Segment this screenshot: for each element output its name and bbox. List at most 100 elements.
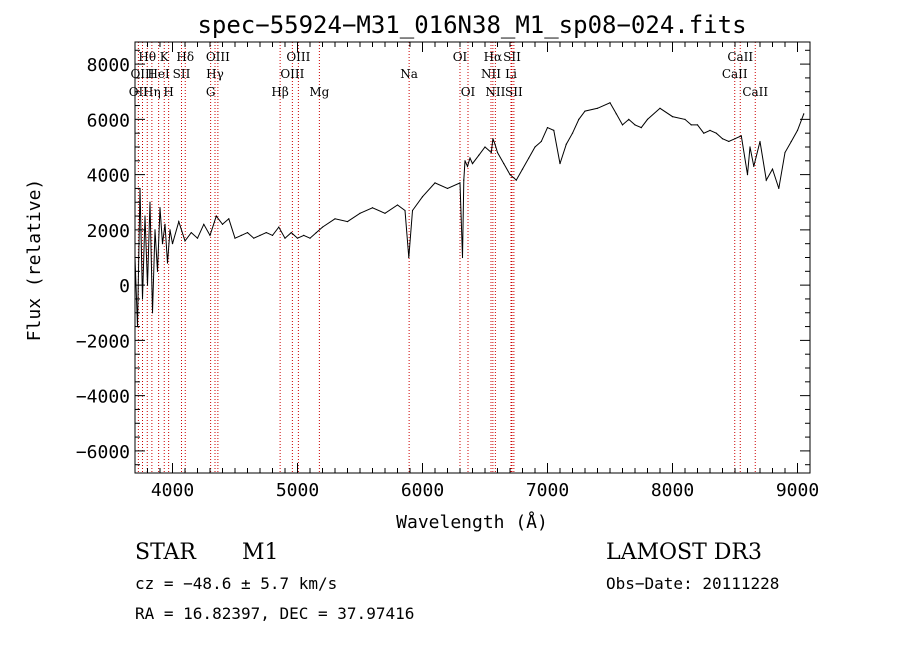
y-tick-label-7: 8000 — [87, 55, 130, 76]
spectrum-point-14 — [169, 229, 171, 231]
spectrum-plot-area — [134, 102, 805, 328]
spectrum-point-12 — [164, 223, 166, 225]
spectrum-point-82 — [621, 124, 624, 126]
spectrum-point-99 — [746, 174, 749, 176]
spectrum-point-79 — [596, 107, 599, 109]
spectrum-point-62 — [492, 138, 494, 140]
spectrum-point-103 — [765, 179, 767, 181]
spectrum-point-89 — [684, 118, 686, 120]
spectrum-point-87 — [659, 107, 661, 109]
spectrum-point-84 — [634, 124, 636, 126]
y-tick-label-0: −6000 — [76, 442, 130, 463]
x-tick-label-3: 7000 — [526, 480, 569, 501]
spectrum-point-76 — [571, 132, 574, 134]
spectrum-line — [134, 102, 805, 327]
x-tick-label-2: 6000 — [401, 480, 444, 501]
spectrum-point-34 — [290, 232, 292, 234]
coordinates-text: RA = 16.82397, DEC = 37.97416 — [135, 604, 414, 623]
spectrum-point-77 — [578, 118, 580, 120]
star-class: STAR — [135, 540, 197, 565]
line-label-16: Na — [400, 67, 418, 81]
line-label-12: OIII — [286, 50, 310, 64]
spectrum-point-39 — [321, 226, 324, 228]
spectrum-point-70 — [534, 146, 536, 148]
spectrum-point-61 — [490, 151, 492, 154]
spectrum-point-97 — [734, 138, 736, 140]
spectrum-point-72 — [546, 127, 549, 129]
spectrum-point-37 — [309, 237, 311, 239]
emission-line-markers — [137, 42, 756, 473]
spectrum-point-78 — [584, 110, 586, 112]
spectrum-point-8 — [154, 229, 156, 231]
spectrum-point-92 — [703, 132, 705, 134]
spectrum-point-54 — [463, 179, 465, 181]
spectrum-point-81 — [615, 113, 617, 115]
redshift-text: cz = −48.6 ± 5.7 km/s — [135, 574, 337, 593]
plot-frame — [134, 41, 811, 474]
spectrum-point-55 — [464, 160, 466, 162]
spectrum-point-80 — [609, 102, 611, 104]
spectrum-point-109 — [803, 113, 805, 115]
spectrum-point-90 — [690, 124, 692, 126]
spectrum-point-100 — [749, 146, 751, 148]
x-tick-label-4: 8000 — [651, 480, 694, 501]
x-tick-label-0: 4000 — [151, 480, 194, 501]
spectrum-point-9 — [156, 270, 159, 272]
x-axis-label: Wavelength (Å) — [396, 511, 548, 533]
chart-title: spec−55924−M31_016N38_M1_sp08−024.fits — [197, 11, 746, 39]
line-label-24: SII — [505, 85, 523, 99]
spectrum-point-105 — [778, 187, 780, 190]
spectrum-point-65 — [503, 162, 505, 165]
spectrum-point-17 — [184, 240, 186, 242]
spectrum-point-44 — [384, 212, 386, 214]
line-label-18: OI — [461, 85, 476, 99]
line-label-20: SII — [503, 50, 521, 64]
star-subclass: M1 — [242, 540, 279, 565]
y-tick-label-3: 0 — [119, 276, 130, 297]
spectrum-point-56 — [466, 165, 469, 167]
spectrum-point-93 — [709, 129, 711, 132]
spectrum-point-49 — [421, 196, 424, 198]
y-tick-label-6: 6000 — [87, 110, 130, 131]
spectrum-point-42 — [359, 212, 361, 214]
spectrum-point-74 — [559, 162, 561, 165]
spectrum-point-68 — [521, 168, 524, 170]
spectrum-point-7 — [151, 312, 154, 314]
spectrum-point-106 — [784, 151, 786, 154]
spectrum-point-98 — [740, 135, 742, 137]
obs-date-text: Obs−Date: 20111228 — [606, 574, 779, 593]
spectrum-point-67 — [515, 179, 517, 181]
line-label-17: OI — [453, 50, 468, 64]
spectrum-point-86 — [646, 118, 649, 120]
spectrum-point-16 — [178, 220, 180, 223]
spectrum-point-53 — [461, 256, 464, 259]
spectrum-point-102 — [759, 140, 761, 143]
spectrum-point-51 — [446, 187, 449, 190]
spectrum-point-108 — [796, 129, 799, 132]
line-label-19: Hα — [484, 50, 503, 64]
spectrum-point-63 — [494, 143, 496, 145]
spectrum-point-88 — [671, 115, 674, 118]
line-label-21: NII — [481, 67, 501, 81]
spectrum-point-36 — [303, 234, 305, 236]
y-tick-label-5: 4000 — [87, 166, 130, 187]
line-label-7: SII — [173, 67, 191, 81]
spectrum-point-23 — [221, 223, 224, 225]
spectrum-point-75 — [565, 143, 567, 145]
spectrum-point-96 — [728, 140, 730, 143]
spectrum-point-25 — [234, 237, 236, 239]
line-label-11: G — [206, 85, 216, 99]
line-label-22: Li — [505, 67, 517, 81]
axis-ticks: 4000 5000 6000 7000 8000 9000 −6000 −4000 −2000 0… — [76, 42, 819, 501]
spectrum-point-22 — [215, 215, 217, 217]
y-tick-label-2: −2000 — [76, 331, 130, 352]
spectrum-point-5 — [146, 284, 149, 286]
spectrum-point-57 — [469, 157, 471, 159]
spectrum-point-83 — [628, 118, 630, 120]
spectrum-point-104 — [771, 168, 774, 170]
spectrum-point-58 — [471, 162, 474, 165]
spectrum-point-15 — [171, 243, 174, 245]
spectrum-point-59 — [478, 154, 480, 156]
